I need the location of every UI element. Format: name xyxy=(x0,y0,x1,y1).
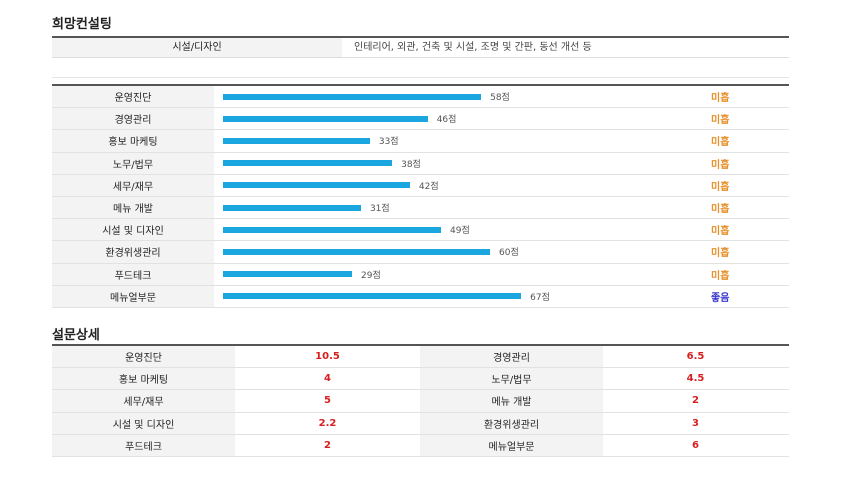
score-bar xyxy=(223,226,442,233)
survey-item-label: 운영진단 xyxy=(52,346,235,368)
score-label: 세무/재무 xyxy=(52,174,214,196)
score-bar-cell: 60점 xyxy=(214,241,711,262)
section-title-consulting: 희망컨설팅 xyxy=(52,17,112,32)
score-bar xyxy=(223,293,522,300)
survey-item-label: 환경위생관리 xyxy=(420,412,603,434)
score-row: 경영관리 46점 미흡 xyxy=(52,108,789,131)
score-points: 67점 xyxy=(530,292,550,303)
score-bar xyxy=(223,93,482,100)
score-bar xyxy=(223,271,353,278)
score-row: 노무/법무 38점 미흡 xyxy=(52,152,789,175)
score-bar-cell: 33점 xyxy=(214,130,711,151)
survey-item-value: 4.5 xyxy=(686,373,705,385)
score-row: 메뉴 개발 31점 미흡 xyxy=(52,196,789,220)
score-row: 세무/재무 42점 미흡 xyxy=(52,174,789,197)
survey-item-label: 시설 및 디자인 xyxy=(52,412,235,434)
survey-item-value: 2 xyxy=(692,395,699,407)
score-bar xyxy=(223,137,370,144)
survey-item-value: 6.5 xyxy=(686,351,705,363)
score-bar xyxy=(223,182,410,189)
score-bar-cell: 42점 xyxy=(214,175,711,196)
score-bar xyxy=(223,160,393,167)
score-grade: 미흡 xyxy=(711,204,730,216)
score-label: 노무/법무 xyxy=(52,152,214,174)
score-bar xyxy=(223,204,361,211)
score-row: 푸드테크 29점 미흡 xyxy=(52,263,789,286)
survey-item-value: 3 xyxy=(692,417,699,429)
survey-item-value: 2.2 xyxy=(318,417,337,429)
score-row: 메뉴얼부문 67점 좋음 xyxy=(52,285,789,308)
survey-row: 푸드테크 2 메뉴얼부문 6 xyxy=(52,434,789,457)
score-grade: 미흡 xyxy=(711,181,730,193)
score-points: 42점 xyxy=(418,181,439,192)
score-points: 38점 xyxy=(401,159,421,170)
score-label: 운영진단 xyxy=(52,86,214,108)
score-bar-cell: 58점 xyxy=(214,86,711,107)
score-label: 메뉴얼부문 xyxy=(52,285,214,307)
survey-item-label: 세무/재무 xyxy=(52,390,235,412)
score-points: 33점 xyxy=(378,137,399,148)
score-bar-cell: 29점 xyxy=(214,264,711,285)
score-points: 49점 xyxy=(450,226,470,237)
survey-item-value: 10.5 xyxy=(315,351,340,363)
score-label: 푸드테크 xyxy=(52,263,214,285)
survey-item-value: 4 xyxy=(324,373,331,385)
score-bar-cell: 46점 xyxy=(214,108,711,129)
survey-row: 시설 및 디자인 2.2 환경위생관리 3 xyxy=(52,412,789,435)
score-label: 메뉴 개발 xyxy=(52,196,214,219)
survey-item-label: 메뉴 개발 xyxy=(420,390,603,412)
score-grade: 미흡 xyxy=(711,248,730,260)
survey-row: 홍보 마케팅 4 노무/법무 4.5 xyxy=(52,368,789,391)
survey-item-label: 메뉴얼부문 xyxy=(420,434,603,456)
score-points: 60점 xyxy=(499,248,519,259)
score-grade: 미흡 xyxy=(711,159,730,171)
score-label: 시설 및 디자인 xyxy=(52,219,214,241)
survey-table: 운영진단 10.5 경영관리 6.5 홍보 마케팅 4 노무/법무 4.5 세무/재무 5 메뉴 개… xyxy=(52,344,789,457)
score-points: 58점 xyxy=(490,93,510,104)
survey-item-value: 6 xyxy=(692,439,699,451)
score-row: 환경위생관리 60점 미흡 xyxy=(52,241,789,264)
survey-item-label: 푸드테크 xyxy=(52,434,235,456)
survey-item-label: 경영관리 xyxy=(420,346,603,368)
survey-item-label: 홍보 마케팅 xyxy=(52,368,235,390)
score-row: 홍보 마케팅 33점 미흡 xyxy=(52,130,789,153)
score-grade: 미흡 xyxy=(711,226,730,238)
table-divider xyxy=(52,58,789,78)
score-label: 환경위생관리 xyxy=(52,241,214,263)
score-points: 31점 xyxy=(369,204,390,215)
score-bar-cell: 31점 xyxy=(214,197,711,218)
consulting-table: 시설/디자인 인테리어, 외관, 건축 및 시설, 조명 및 간판, 동선 개선… xyxy=(52,36,789,58)
score-label: 홍보 마케팅 xyxy=(52,130,214,152)
score-grade: 좋음 xyxy=(711,292,730,304)
score-bar xyxy=(223,248,490,255)
score-row: 운영진단 58점 미흡 xyxy=(52,86,789,109)
score-grade: 미흡 xyxy=(711,93,730,105)
survey-row: 세무/재무 5 메뉴 개발 2 xyxy=(52,390,789,413)
score-grade: 미흡 xyxy=(711,270,730,282)
survey-item-value: 2 xyxy=(324,439,331,451)
survey-row: 운영진단 10.5 경영관리 6.5 xyxy=(52,346,789,369)
score-grade: 미흡 xyxy=(711,115,730,127)
consulting-value: 인테리어, 외관, 건축 및 시설, 조명 및 간판, 동선 개선 등 xyxy=(354,42,592,53)
section-title-survey: 설문상세 xyxy=(52,328,100,343)
score-label: 경영관리 xyxy=(52,108,214,130)
score-bar-cell: 49점 xyxy=(214,219,711,240)
score-points: 46점 xyxy=(436,115,457,126)
score-bar-cell: 67점 xyxy=(214,286,711,307)
score-table: 운영진단 58점 미흡 경영관리 46점 미흡 홍보 마케팅 33점 미흡 노무/법무 38점 미흡 세… xyxy=(52,84,789,308)
score-bar xyxy=(223,115,428,122)
consulting-label: 시설/디자인 xyxy=(52,38,342,57)
score-row: 시설 및 디자인 49점 미흡 xyxy=(52,219,789,242)
survey-item-label: 노무/법무 xyxy=(420,368,603,390)
survey-item-value: 5 xyxy=(324,395,331,407)
score-grade: 미흡 xyxy=(711,137,730,149)
score-points: 29점 xyxy=(361,270,381,281)
score-bar-cell: 38점 xyxy=(214,153,711,174)
